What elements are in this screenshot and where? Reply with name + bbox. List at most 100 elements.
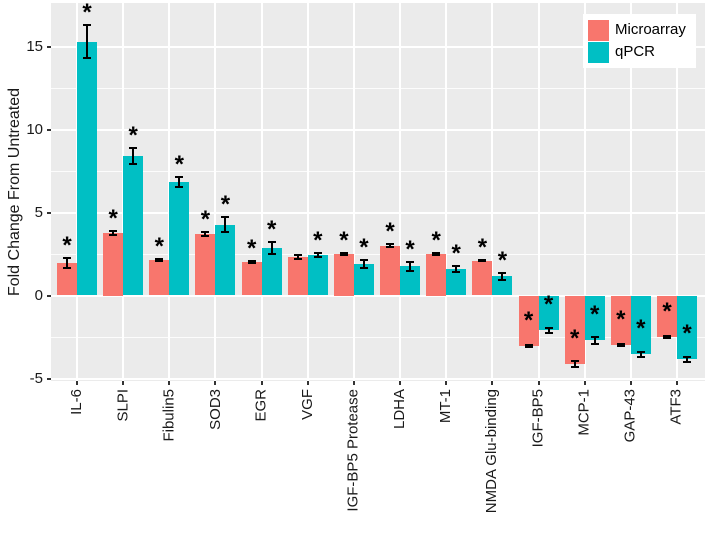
bar-qpcr-SLPI bbox=[123, 156, 144, 296]
significance-asterisk-qpcr-NMDA Glu-binding: * bbox=[497, 247, 508, 275]
errorbar-qpcr-SLPI bbox=[132, 147, 135, 165]
x-tick-mark-VGF bbox=[306, 381, 309, 385]
x-tick-mark-SLPI bbox=[122, 381, 125, 385]
x-tick-mark-ATF3 bbox=[675, 381, 678, 385]
errorbar-cap-bottom bbox=[313, 255, 322, 258]
errorbar-cap-bottom bbox=[109, 234, 118, 237]
legend-item-qpcr: qPCR bbox=[588, 41, 686, 63]
errorbar-qpcr-ATF3 bbox=[685, 356, 688, 362]
errorbar-qpcr-MCP-1 bbox=[593, 337, 596, 344]
errorbar-cap-bottom bbox=[267, 253, 276, 255]
bar-qpcr-IGF-BP5 Protease bbox=[353, 263, 374, 296]
x-tick-label-SOD3: SOD3 bbox=[206, 389, 224, 430]
significance-asterisk-microarray-SOD3: * bbox=[200, 206, 211, 234]
errorbar-cap-bottom bbox=[478, 260, 487, 263]
bar-microarray-IGF-BP5 Protease bbox=[333, 254, 354, 296]
significance-asterisk-microarray-GAP-43: * bbox=[616, 306, 626, 334]
legend-swatch-qpcr bbox=[588, 41, 609, 63]
errorbar-cap-bottom bbox=[544, 331, 553, 334]
x-tick-mark-MCP-1 bbox=[583, 381, 586, 385]
bar-microarray-NMDA Glu-binding bbox=[472, 260, 493, 296]
bar-qpcr-IGF-BP5 bbox=[538, 295, 559, 331]
gridline-vertical-ATF3 bbox=[675, 3, 678, 381]
bar-microarray-EGR bbox=[241, 262, 262, 296]
errorbar-microarray-IGF-BP5 Protease bbox=[342, 252, 345, 256]
bar-microarray-Fibulin5 bbox=[149, 259, 170, 296]
errorbar-cap-top bbox=[359, 258, 368, 261]
x-tick-mark-IGF-BP5 bbox=[537, 381, 540, 385]
errorbar-cap-bottom bbox=[570, 365, 579, 368]
errorbar-cap-top bbox=[313, 251, 322, 254]
gridline-major-y5 bbox=[50, 211, 705, 214]
x-tick-label-IL-6: IL-6 bbox=[68, 389, 85, 415]
errorbar-cap-bottom bbox=[83, 57, 91, 60]
errorbar-microarray-MCP-1 bbox=[573, 360, 576, 367]
errorbar-cap-bottom bbox=[406, 269, 415, 272]
significance-asterisk-microarray-MCP-1: * bbox=[570, 324, 580, 352]
errorbar-cap-top bbox=[570, 359, 579, 362]
errorbar-cap-top bbox=[247, 260, 256, 263]
errorbar-cap-top bbox=[544, 326, 553, 329]
errorbar-cap-bottom bbox=[201, 234, 210, 237]
errorbar-microarray-IL-6 bbox=[66, 258, 68, 269]
gridline-vertical-NMDA Glu-binding bbox=[491, 3, 494, 381]
x-tick-mark-EGR bbox=[260, 381, 263, 385]
x-tick-label-NMDA Glu-binding: NMDA Glu-binding bbox=[483, 389, 501, 514]
significance-asterisk-qpcr-IGF-BP5 Protease: * bbox=[359, 233, 369, 261]
errorbar-microarray-IGF-BP5 bbox=[527, 344, 530, 348]
errorbar-cap-top bbox=[83, 23, 91, 26]
x-tick-label-EGR: EGR bbox=[252, 389, 270, 422]
bar-qpcr-ATF3 bbox=[676, 295, 697, 360]
errorbar-qpcr-NMDA Glu-binding bbox=[501, 273, 504, 280]
errorbar-cap-bottom bbox=[498, 278, 507, 281]
errorbar-cap-top bbox=[109, 230, 118, 233]
errorbar-cap-top bbox=[221, 216, 230, 219]
gridline-minor-y-2.5 bbox=[50, 336, 705, 338]
significance-asterisk-qpcr-LDHA: * bbox=[405, 236, 415, 264]
errorbar-microarray-SLPI bbox=[112, 231, 115, 236]
errorbar-cap-top bbox=[478, 258, 487, 261]
bar-microarray-GAP-43 bbox=[610, 295, 631, 346]
bar-qpcr-IL-6 bbox=[77, 41, 97, 296]
x-tick-label-SLPI: SLPI bbox=[114, 389, 132, 422]
significance-asterisk-microarray-NMDA Glu-binding: * bbox=[477, 233, 488, 261]
y-tick-label-0: 0 bbox=[34, 286, 43, 304]
x-tick-mark-IGF-BP5 Protease bbox=[352, 381, 355, 385]
gridline-major-y-5 bbox=[50, 377, 705, 380]
errorbar-qpcr-IL-6 bbox=[86, 24, 88, 59]
significance-asterisk-qpcr-EGR: * bbox=[266, 216, 277, 244]
errorbar-qpcr-VGF bbox=[316, 252, 319, 257]
significance-asterisk-qpcr-ATF3: * bbox=[682, 320, 692, 348]
errorbar-cap-top bbox=[175, 175, 184, 178]
errorbar-cap-top bbox=[616, 343, 625, 346]
bar-qpcr-Fibulin5 bbox=[169, 181, 190, 296]
errorbar-cap-top bbox=[662, 335, 671, 337]
errorbar-cap-bottom bbox=[155, 259, 164, 262]
bar-qpcr-NMDA Glu-binding bbox=[492, 276, 513, 296]
bar-qpcr-VGF bbox=[307, 254, 328, 296]
significance-asterisk-microarray-Fibulin5: * bbox=[154, 232, 164, 260]
gridline-major-y0 bbox=[50, 294, 705, 297]
errorbar-cap-top bbox=[386, 243, 395, 246]
errorbar-microarray-SOD3 bbox=[204, 232, 207, 236]
errorbar-cap-bottom bbox=[616, 345, 625, 348]
gridline-vertical-SOD3 bbox=[214, 3, 217, 381]
x-tick-label-GAP-43: GAP-43 bbox=[621, 389, 639, 443]
errorbar-qpcr-GAP-43 bbox=[639, 351, 642, 357]
legend-swatch-microarray bbox=[588, 19, 609, 41]
errorbar-cap-top bbox=[129, 146, 138, 149]
errorbar-microarray-VGF bbox=[296, 255, 299, 260]
errorbar-cap-bottom bbox=[293, 258, 302, 261]
errorbar-qpcr-IGF-BP5 Protease bbox=[362, 259, 365, 269]
significance-asterisk-microarray-SLPI: * bbox=[108, 205, 118, 233]
significance-asterisk-qpcr-MCP-1: * bbox=[590, 301, 600, 329]
bar-microarray-VGF bbox=[287, 257, 308, 296]
bar-qpcr-GAP-43 bbox=[630, 295, 651, 355]
significance-asterisk-qpcr-MT-1: * bbox=[451, 239, 461, 267]
gridline-minor-y12.5 bbox=[50, 87, 705, 89]
errorbar-cap-top bbox=[293, 254, 302, 257]
bar-qpcr-MCP-1 bbox=[584, 295, 605, 341]
gridline-minor-y2.5 bbox=[50, 253, 705, 255]
errorbar-cap-bottom bbox=[247, 262, 256, 265]
bar-microarray-ATF3 bbox=[656, 295, 677, 337]
